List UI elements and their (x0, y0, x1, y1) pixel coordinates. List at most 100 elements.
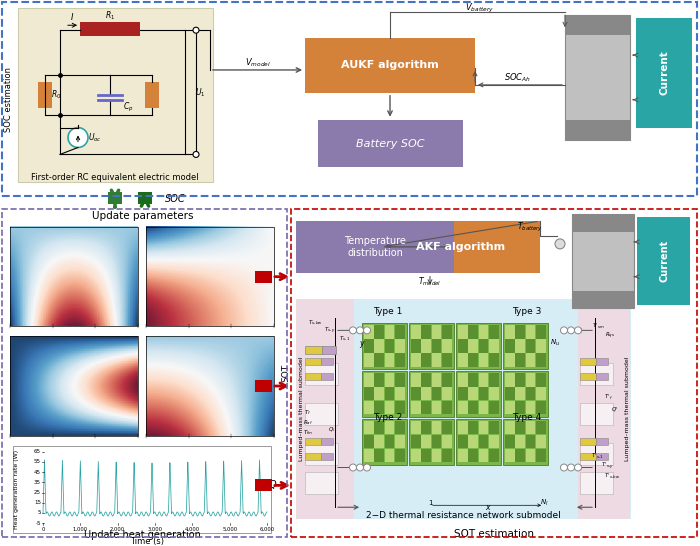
Bar (489, 325, 498, 339)
Bar (479, 449, 489, 462)
Bar (431, 449, 441, 462)
Circle shape (68, 128, 88, 147)
Text: 2−D thermal resistance network submodel: 2−D thermal resistance network submodel (365, 511, 561, 520)
Bar (503, 419, 548, 465)
Bar (2, 209, 287, 537)
Bar (296, 299, 631, 519)
Bar (456, 419, 501, 465)
Text: Type 1: Type 1 (373, 307, 402, 316)
Bar (468, 401, 478, 414)
Bar (468, 353, 478, 366)
Circle shape (363, 464, 370, 471)
Bar (596, 438, 608, 444)
Bar (456, 371, 501, 417)
Text: $U_{oc}$: $U_{oc}$ (88, 131, 102, 144)
Bar (489, 401, 498, 414)
Bar (526, 353, 536, 366)
Bar (536, 353, 545, 366)
Bar (411, 449, 421, 462)
Bar (255, 380, 272, 392)
Bar (526, 387, 536, 400)
Bar (479, 435, 489, 448)
Bar (421, 325, 431, 339)
Bar (395, 449, 405, 462)
Bar (13, 446, 271, 533)
Bar (431, 401, 441, 414)
Text: 3,000: 3,000 (148, 527, 162, 532)
Bar (458, 449, 468, 462)
Bar (515, 373, 525, 387)
Bar (565, 15, 630, 35)
Text: 65: 65 (34, 449, 41, 454)
Text: $Q'$: $Q'$ (611, 406, 619, 414)
Bar (395, 435, 405, 448)
Text: $SOC_{Ah}$: $SOC_{Ah}$ (505, 72, 531, 84)
Bar (305, 346, 323, 354)
Bar (409, 419, 454, 465)
Bar (565, 15, 630, 140)
Bar (431, 387, 441, 400)
Bar (580, 438, 596, 444)
Text: x: x (484, 503, 489, 512)
Bar (505, 449, 514, 462)
Text: $T_f$: $T_f$ (304, 408, 312, 417)
Bar (305, 403, 338, 425)
Bar (536, 339, 545, 353)
Text: $C_p$: $C_p$ (122, 101, 133, 114)
Bar (479, 421, 489, 434)
Bar (364, 353, 374, 366)
Bar (255, 479, 272, 491)
Text: 5,000: 5,000 (222, 527, 237, 532)
Bar (421, 435, 431, 448)
Text: $T_{s,y}$: $T_{s,y}$ (324, 327, 336, 336)
Bar (442, 339, 452, 353)
Bar (458, 373, 468, 387)
Bar (489, 373, 498, 387)
Bar (374, 421, 384, 434)
Text: Current: Current (659, 51, 669, 96)
Bar (138, 192, 152, 204)
Bar (515, 421, 525, 434)
Text: $N_u$: $N_u$ (550, 338, 560, 348)
Bar (578, 299, 630, 519)
Text: 4,000: 4,000 (185, 527, 200, 532)
Bar (374, 353, 384, 366)
Bar (318, 120, 463, 168)
Bar (505, 373, 514, 387)
Bar (431, 353, 441, 366)
Bar (536, 373, 545, 387)
Bar (505, 387, 514, 400)
Text: Battery SOC: Battery SOC (356, 139, 424, 149)
Bar (468, 387, 478, 400)
Bar (458, 387, 468, 400)
Text: $T'_{s,bw}$: $T'_{s,bw}$ (603, 471, 620, 479)
Bar (458, 339, 468, 353)
Bar (442, 401, 452, 414)
Bar (431, 325, 441, 339)
Bar (442, 421, 452, 434)
Circle shape (575, 327, 582, 334)
Circle shape (349, 464, 356, 471)
Bar (442, 449, 452, 462)
Bar (479, 387, 489, 400)
Bar (384, 339, 394, 353)
Circle shape (349, 327, 356, 334)
Bar (468, 373, 478, 387)
Circle shape (561, 327, 568, 334)
Bar (374, 325, 384, 339)
Bar (384, 435, 394, 448)
Circle shape (193, 27, 199, 33)
Text: $T_{battery}$: $T_{battery}$ (517, 221, 543, 234)
Bar (384, 421, 394, 434)
Bar (395, 353, 405, 366)
Bar (515, 401, 525, 414)
Bar (384, 353, 394, 366)
Text: $R_0$: $R_0$ (51, 88, 61, 101)
Bar (321, 373, 333, 380)
Bar (421, 339, 431, 353)
Bar (489, 435, 498, 448)
Bar (411, 353, 421, 366)
Bar (526, 435, 536, 448)
Bar (38, 82, 52, 108)
Bar (479, 325, 489, 339)
